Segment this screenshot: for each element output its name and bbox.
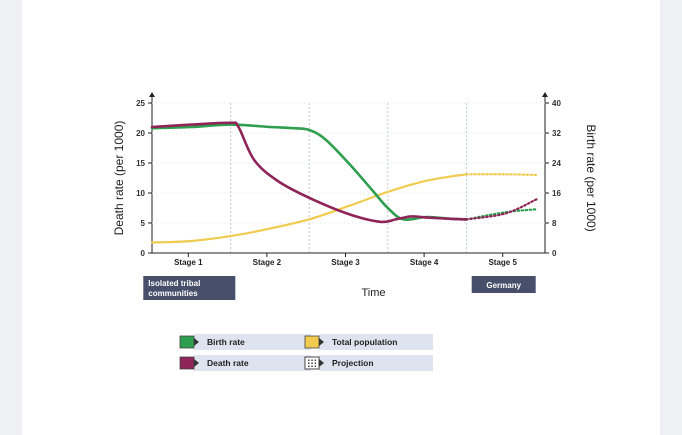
y-left-tick-label: 0 xyxy=(141,249,146,258)
legend-label: Total population xyxy=(332,337,397,347)
y-right-tick-label: 0 xyxy=(552,249,557,258)
y-left-tick-label: 15 xyxy=(136,159,145,168)
legend-label: Death rate xyxy=(207,358,249,368)
legend-label: Projection xyxy=(332,358,374,368)
y-left-tick-label: 10 xyxy=(136,189,145,198)
legend-swatch-dot xyxy=(311,365,313,367)
legend-swatch-dot xyxy=(311,362,313,364)
x-tick-label-stage: Stage 1 xyxy=(174,258,203,267)
legend-label-bg xyxy=(319,334,433,350)
x-tick-label-stage: Stage 3 xyxy=(331,258,360,267)
y-left-tick-label: 20 xyxy=(136,129,145,138)
x-tick-label-stage: Stage 5 xyxy=(488,258,517,267)
legend-swatch-dot xyxy=(308,359,310,361)
annotation-text: Isolated tribal xyxy=(148,279,200,288)
demographic-transition-chart: Death rate (per 1000) Birth rate (per 100… xyxy=(112,92,598,371)
annotation-text: Germany xyxy=(486,281,521,290)
legend-label-bg xyxy=(319,355,433,371)
legend-pointer xyxy=(319,338,324,346)
y-right-axis-title: Birth rate (per 1000) xyxy=(584,124,598,231)
legend-swatch-dot xyxy=(314,362,317,364)
legend-swatch-dot xyxy=(314,359,317,361)
annotation-tag xyxy=(143,276,236,300)
x-axis-title: Time xyxy=(361,287,385,299)
y-right-tick-label: 40 xyxy=(552,99,561,108)
annotation-tag xyxy=(471,276,536,293)
series-projection-death xyxy=(465,197,539,221)
series-projection-population xyxy=(465,173,539,177)
y-right-tick-label: 32 xyxy=(552,129,561,138)
y-left-axis-arrow xyxy=(149,92,155,97)
y-right-tick-label: 16 xyxy=(552,189,561,198)
legend-swatch xyxy=(179,356,195,370)
legend-swatch-dot xyxy=(314,365,317,367)
legend-pointer xyxy=(319,359,324,367)
annotation-text: communities xyxy=(148,289,198,298)
legend-swatch-dot xyxy=(311,359,313,361)
legend-label-bg xyxy=(194,334,311,350)
x-tick-label-stage: Stage 4 xyxy=(410,258,439,267)
chart-card: Death rate (per 1000) Birth rate (per 100… xyxy=(22,0,660,435)
legend-swatch-dot xyxy=(308,362,310,364)
series-line-death xyxy=(150,121,468,224)
legend-label-bg xyxy=(194,355,311,371)
legend-swatch xyxy=(179,335,195,349)
y-right-tick-label: 8 xyxy=(552,219,557,228)
x-tick-label-stage: Stage 2 xyxy=(253,258,282,267)
legend-swatch-dot xyxy=(308,365,310,367)
series-line-population xyxy=(150,173,468,244)
y-left-tick-label: 25 xyxy=(136,99,145,108)
legend-pointer xyxy=(194,359,199,367)
y-right-axis-arrow xyxy=(542,92,548,97)
legend-pointer xyxy=(194,338,199,346)
y-right-tick-label: 24 xyxy=(552,159,561,168)
legend-label: Birth rate xyxy=(207,337,245,347)
legend-swatch xyxy=(304,335,320,349)
y-left-tick-label: 5 xyxy=(141,219,146,228)
y-left-axis-title: Death rate (per 1000) xyxy=(112,121,126,236)
